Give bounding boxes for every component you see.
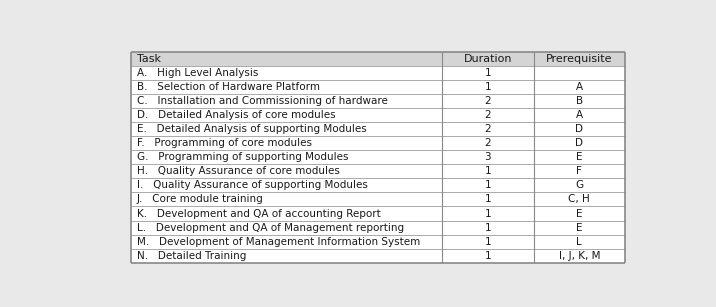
Text: K.   Development and QA of accounting Report: K. Development and QA of accounting Repo… (137, 208, 380, 219)
Bar (131, 52, 625, 66)
Text: H.   Quality Assurance of core modules: H. Quality Assurance of core modules (137, 166, 339, 177)
Text: 1: 1 (485, 223, 491, 232)
Text: E.   Detailed Analysis of supporting Modules: E. Detailed Analysis of supporting Modul… (137, 124, 367, 134)
Text: D: D (575, 124, 584, 134)
Text: N.   Detailed Training: N. Detailed Training (137, 251, 246, 261)
Text: D.   Detailed Analysis of core modules: D. Detailed Analysis of core modules (137, 110, 335, 120)
Text: 2: 2 (485, 138, 491, 148)
Text: 1: 1 (485, 251, 491, 261)
Text: I, J, K, M: I, J, K, M (558, 251, 600, 261)
Text: L.   Development and QA of Management reporting: L. Development and QA of Management repo… (137, 223, 404, 232)
Text: C, H: C, H (569, 194, 590, 204)
Text: J.   Core module training: J. Core module training (137, 194, 263, 204)
Bar (131, 52, 625, 262)
Text: M.   Development of Management Information System: M. Development of Management Information… (137, 237, 420, 247)
Text: 1: 1 (485, 82, 491, 92)
Text: F: F (576, 166, 582, 177)
Text: 1: 1 (485, 237, 491, 247)
Text: 2: 2 (485, 110, 491, 120)
Text: D: D (575, 138, 584, 148)
Text: B: B (576, 96, 583, 106)
Text: E: E (576, 208, 583, 219)
Text: A: A (576, 82, 583, 92)
Text: 1: 1 (485, 166, 491, 177)
Text: G: G (575, 181, 584, 190)
Text: Task: Task (137, 54, 160, 64)
Text: G.   Programming of supporting Modules: G. Programming of supporting Modules (137, 152, 348, 162)
Text: B.   Selection of Hardware Platform: B. Selection of Hardware Platform (137, 82, 319, 92)
Text: E: E (576, 152, 583, 162)
Text: Prerequisite: Prerequisite (546, 54, 613, 64)
Text: 3: 3 (485, 152, 491, 162)
Text: A: A (576, 110, 583, 120)
Text: C.   Installation and Commissioning of hardware: C. Installation and Commissioning of har… (137, 96, 387, 106)
Text: 2: 2 (485, 96, 491, 106)
Text: E: E (576, 223, 583, 232)
Text: 2: 2 (485, 124, 491, 134)
Text: L: L (576, 237, 582, 247)
Text: A.   High Level Analysis: A. High Level Analysis (137, 68, 258, 78)
Text: F.   Programming of core modules: F. Programming of core modules (137, 138, 311, 148)
Text: 1: 1 (485, 208, 491, 219)
Text: 1: 1 (485, 181, 491, 190)
Text: I.   Quality Assurance of supporting Modules: I. Quality Assurance of supporting Modul… (137, 181, 367, 190)
Text: 1: 1 (485, 68, 491, 78)
Text: Duration: Duration (464, 54, 512, 64)
Text: 1: 1 (485, 194, 491, 204)
